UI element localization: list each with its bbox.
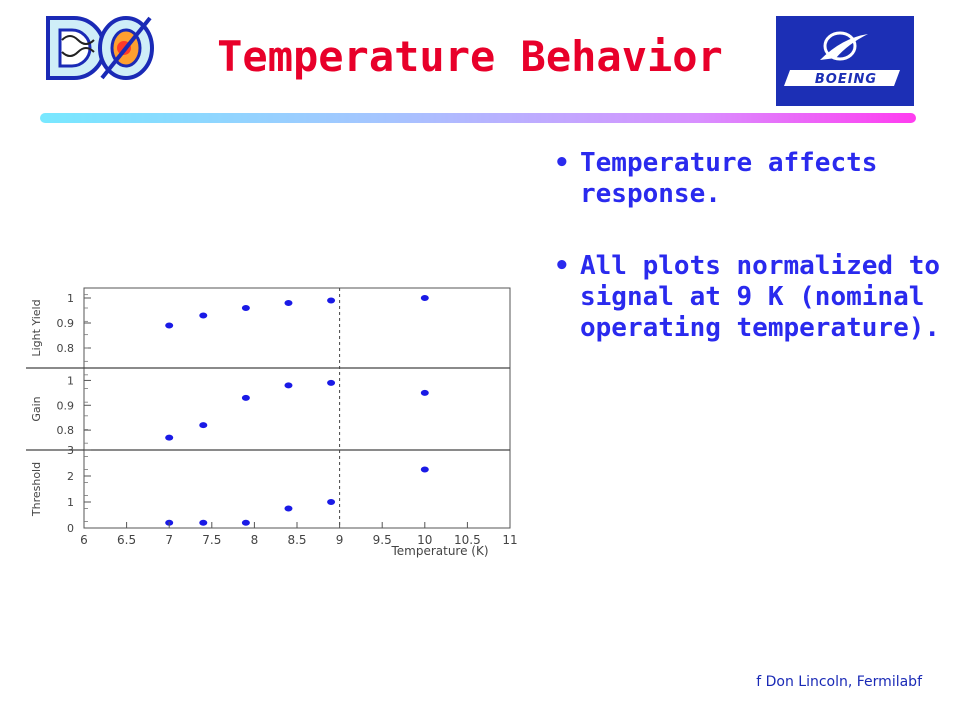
d0-logo	[40, 12, 160, 84]
x-axis-label: Temperature (K)	[390, 544, 488, 558]
plot-frame	[83, 287, 511, 529]
credit-text: f Don Lincoln, Fermilabf	[756, 674, 922, 690]
y-tick-label: 0.8	[57, 424, 75, 437]
y-tick-label: 1	[67, 374, 74, 387]
data-point	[199, 519, 208, 526]
bullet-item: • All plots normalized to signal at 9 K …	[552, 251, 952, 344]
data-point	[327, 499, 336, 505]
data-point	[165, 434, 174, 441]
data-point	[420, 389, 429, 396]
x-tick-label: 10	[417, 533, 432, 547]
y-tick-label: 1	[67, 496, 74, 509]
x-tick-label: 9.5	[373, 533, 392, 547]
x-tick-label: 11	[502, 533, 517, 547]
y-tick-label: 0	[67, 522, 74, 535]
y-tick-label: 0.9	[57, 317, 75, 330]
data-point	[165, 322, 174, 329]
temperature-chart: 0.8 0.9 1 Light Yield 0.8 0.9 1 Gain 0 1 2 3 Thresho…	[26, 287, 518, 558]
data-point	[420, 466, 429, 473]
bullet-list: • Temperature affects response. • All pl…	[552, 148, 952, 344]
title-underline	[40, 113, 916, 123]
data-point	[284, 300, 293, 306]
y-tick-label: 2	[67, 470, 74, 483]
y-axis-label: Threshold	[30, 462, 43, 517]
data-point	[241, 394, 250, 401]
x-tick-label: 7.5	[202, 533, 221, 547]
bullet-icon: •	[554, 251, 570, 281]
data-point	[199, 422, 208, 429]
data-point	[284, 505, 293, 512]
x-tick-label: 10.5	[454, 533, 481, 547]
x-tick-label: 8	[251, 533, 259, 547]
bullet-text: All plots normalized to signal at 9 K (n…	[580, 251, 941, 343]
boeing-logo: BOEING	[776, 16, 914, 106]
data-point	[241, 519, 250, 526]
data-point	[327, 379, 336, 386]
bullet-item: • Temperature affects response.	[552, 148, 952, 210]
bullet-icon: •	[554, 148, 570, 178]
x-tick-label: 8.5	[287, 533, 306, 547]
y-axis-label: Gain	[30, 396, 43, 421]
y-tick-label: 3	[67, 444, 74, 457]
x-tick-label: 7	[165, 533, 173, 547]
bullet-text: Temperature affects response.	[580, 148, 878, 209]
data-point	[327, 297, 336, 304]
x-tick-label: 9	[336, 533, 344, 547]
y-tick-label: 0.9	[57, 399, 75, 412]
data-point	[420, 295, 429, 301]
svg-text:BOEING: BOEING	[815, 72, 877, 87]
y-axis-label: Light Yield	[30, 299, 43, 356]
slide-title: Temperature Behavior	[217, 32, 723, 81]
x-tick-label: 6	[80, 533, 88, 547]
y-tick-label: 0.8	[57, 342, 75, 355]
data-point	[199, 312, 208, 319]
y-tick-label: 1	[67, 292, 74, 305]
data-point	[284, 382, 293, 389]
data-point	[241, 305, 250, 311]
x-tick-label: 6.5	[117, 533, 136, 547]
